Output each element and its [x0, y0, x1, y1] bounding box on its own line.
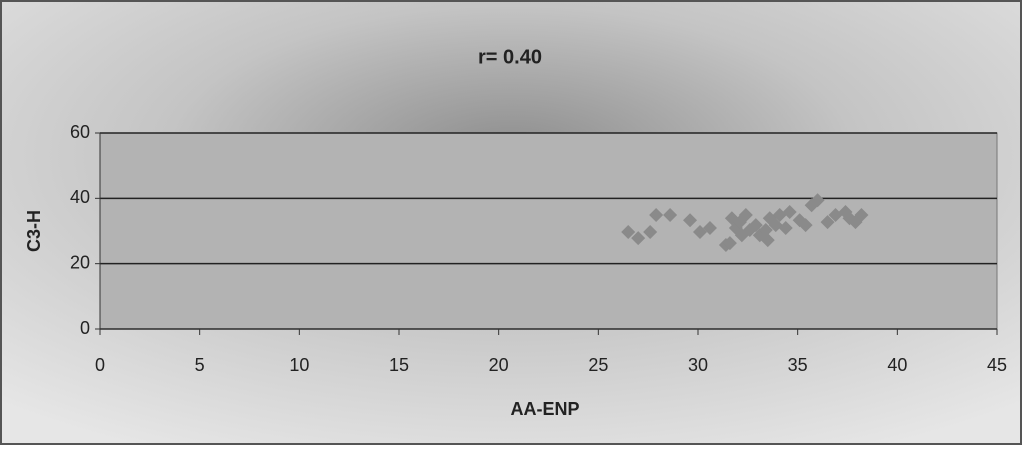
y-tick-label: 20	[70, 252, 90, 272]
point	[748, 218, 763, 233]
x-tick-label: 35	[788, 355, 808, 375]
point	[649, 207, 664, 222]
point	[810, 193, 825, 208]
y-tick-label: 60	[70, 122, 90, 142]
point	[782, 205, 797, 220]
point	[722, 236, 737, 251]
y-tick-label: 0	[80, 318, 90, 338]
point	[768, 218, 783, 233]
point	[854, 207, 869, 222]
point	[621, 224, 636, 239]
point	[758, 223, 773, 238]
point	[772, 207, 787, 222]
x-axis-label: AA-ENP	[510, 399, 579, 419]
x-tick-label: 30	[688, 355, 708, 375]
point	[738, 207, 753, 222]
plot-area	[99, 132, 998, 330]
x-tick-label: 45	[987, 355, 1007, 375]
x-tick-label: 25	[588, 355, 608, 375]
y-axis-label: C3-H	[24, 210, 44, 252]
point	[798, 218, 813, 233]
point	[631, 231, 646, 246]
x-tick-label: 0	[95, 355, 105, 375]
point	[778, 221, 793, 236]
y-tick-label: 40	[70, 187, 90, 207]
point	[760, 233, 775, 248]
point	[702, 221, 717, 236]
point	[828, 207, 843, 222]
x-tick-label: 5	[195, 355, 205, 375]
x-tick-label: 40	[887, 355, 907, 375]
chart-title: r= 0.40	[478, 46, 542, 68]
x-tick-label: 20	[489, 355, 509, 375]
point	[683, 213, 698, 228]
x-tick-label: 10	[289, 355, 309, 375]
point	[643, 224, 658, 239]
point	[820, 215, 835, 230]
x-tick-label: 15	[389, 355, 409, 375]
point	[663, 207, 678, 222]
